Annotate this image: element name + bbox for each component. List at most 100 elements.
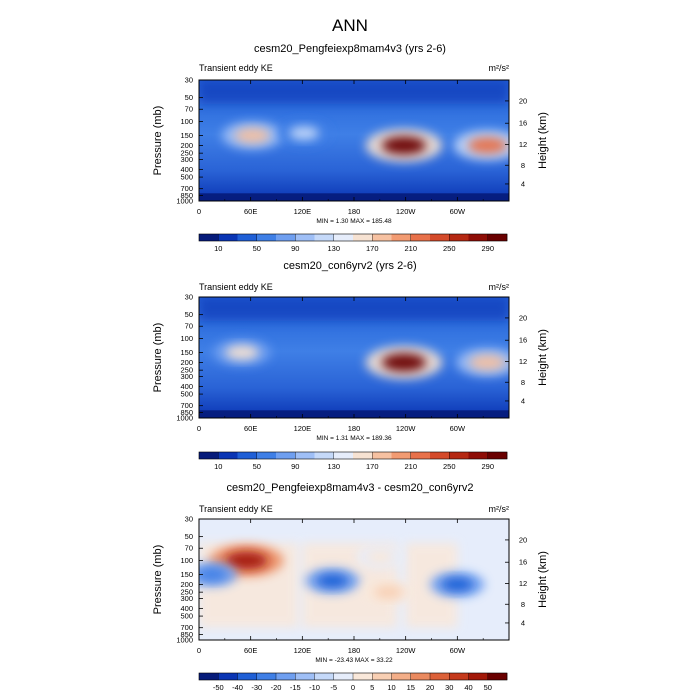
colorbar-swatch xyxy=(487,452,508,459)
y-tick-label: 150 xyxy=(180,348,193,357)
x-tick-label: 60W xyxy=(450,424,466,433)
y-tick-label: 300 xyxy=(180,155,193,164)
colorbar-swatch xyxy=(468,452,489,459)
y-tick-label: 400 xyxy=(180,604,193,613)
colorbar-label: 10 xyxy=(214,244,222,253)
field-feature-core xyxy=(374,585,403,599)
colorbar-swatch xyxy=(410,452,431,459)
colorbar-swatch xyxy=(237,673,258,680)
y-right-tick-label: 8 xyxy=(521,161,525,170)
colorbar-label: 130 xyxy=(327,462,340,471)
colorbar-swatch xyxy=(353,673,373,680)
colorbar-label: 10 xyxy=(387,683,395,692)
y-right-tick-label: 16 xyxy=(519,336,527,345)
y-right-tick-label: 12 xyxy=(519,140,527,149)
field-feature-core xyxy=(381,136,427,155)
colorbar-label: 10 xyxy=(214,462,222,471)
colorbar-label: 40 xyxy=(464,683,472,692)
colorbar-swatch xyxy=(372,234,392,241)
colorbar-label: 0 xyxy=(351,683,355,692)
y-right-tick-label: 16 xyxy=(519,119,527,128)
y-tick-label: 100 xyxy=(180,117,193,126)
y-tick-label: 50 xyxy=(185,310,193,319)
colorbar-label: 170 xyxy=(366,244,379,253)
x-tick-label: 60W xyxy=(450,646,466,655)
y-tick-label: 250 xyxy=(180,366,193,375)
y-right-tick-label: 20 xyxy=(519,313,527,322)
colorbar-label: 290 xyxy=(481,244,494,253)
colorbar-swatch xyxy=(256,452,277,459)
y-tick-label: 30 xyxy=(185,76,193,85)
chart-panel-3: cesm20_Pengfeiexp8mam4v3 - cesm20_con6yr… xyxy=(152,482,549,692)
colorbar-swatch xyxy=(314,234,335,241)
y-right-tick-label: 4 xyxy=(521,179,525,188)
y-tick-label: 1000 xyxy=(176,197,193,206)
colorbar-swatch xyxy=(430,452,450,459)
colorbar-swatch xyxy=(199,452,219,459)
y-tick-label: 70 xyxy=(185,544,193,553)
x-tick-label: 60E xyxy=(244,424,257,433)
colorbar-swatch xyxy=(199,673,219,680)
x-tick-label: 120E xyxy=(294,424,312,433)
y-tick-label: 200 xyxy=(180,358,193,367)
colorbar-swatch xyxy=(391,673,412,680)
field-feature-core xyxy=(366,550,394,564)
field-feature-core xyxy=(199,567,227,582)
colorbar-label: 50 xyxy=(253,244,261,253)
y-tick-label: 100 xyxy=(180,556,193,565)
y-tick-label: 300 xyxy=(180,372,193,381)
colorbar-label: 30 xyxy=(445,683,453,692)
y-tick-label: 400 xyxy=(180,165,193,174)
colorbar-swatch xyxy=(487,673,508,680)
colorbar-swatch xyxy=(218,234,238,241)
colorbar-swatch xyxy=(410,234,431,241)
x-tick-label: 60W xyxy=(450,207,466,216)
colorbar-label: 5 xyxy=(370,683,374,692)
field-feature-core xyxy=(234,128,271,144)
y-tick-label: 850 xyxy=(180,408,193,417)
colorbar-swatch xyxy=(333,673,354,680)
figure-title: ANN xyxy=(332,16,368,35)
panel-title: cesm20_Pengfeiexp8mam4v3 - cesm20_con6yr… xyxy=(226,482,473,494)
y-tick-label: 100 xyxy=(180,334,193,343)
y-right-axis-label: Height (km) xyxy=(537,551,549,608)
field-upper-band xyxy=(199,297,509,321)
colorbar-swatch xyxy=(430,234,450,241)
colorbar-label: 170 xyxy=(366,462,379,471)
y-axis-label: Pressure (mb) xyxy=(152,106,164,176)
y-tick-label: 300 xyxy=(180,594,193,603)
colorbar-label: 50 xyxy=(253,462,261,471)
colorbar-label: -40 xyxy=(232,683,243,692)
x-tick-label: 120E xyxy=(294,646,312,655)
colorbar-swatch xyxy=(199,234,219,241)
colorbar-swatch xyxy=(449,673,469,680)
x-tick-label: 60E xyxy=(244,207,257,216)
x-tick-label: 0 xyxy=(197,646,201,655)
x-tick-label: 180 xyxy=(348,424,361,433)
y-tick-label: 700 xyxy=(180,401,193,410)
colorbar-swatch xyxy=(353,234,373,241)
colorbar: -50 -40 -30 -20 -15 -10 -5 0 5 10 15 20 30 40 50 xyxy=(198,672,508,692)
field-feature-core xyxy=(225,345,259,360)
colorbar-swatch xyxy=(353,452,373,459)
y-axis-label: Pressure (mb) xyxy=(152,545,164,615)
field-feature-core xyxy=(467,137,508,154)
panel-title: cesm20_Pengfeiexp8mam4v3 (yrs 2-6) xyxy=(254,43,446,55)
y-right-tick-label: 8 xyxy=(521,378,525,387)
y-right-axis-label: Height (km) xyxy=(537,112,549,169)
colorbar-label: -5 xyxy=(330,683,337,692)
minmax-label: MIN = -23.43 MAX = 33.22 xyxy=(315,657,393,664)
colorbar-swatch xyxy=(333,234,354,241)
colorbar-label: -30 xyxy=(251,683,262,692)
colorbar-label: 90 xyxy=(291,244,299,253)
colorbar-label: 210 xyxy=(404,244,417,253)
field-features xyxy=(199,542,485,628)
y-tick-label: 1000 xyxy=(176,414,193,423)
y-right-tick-label: 8 xyxy=(521,600,525,609)
colorbar-label: 20 xyxy=(426,683,434,692)
colorbar-frame xyxy=(198,451,508,460)
y-right-tick-label: 12 xyxy=(519,579,527,588)
colorbar-swatch xyxy=(276,234,296,241)
colorbar-label: 90 xyxy=(291,462,299,471)
colorbar-label: 250 xyxy=(443,462,456,471)
